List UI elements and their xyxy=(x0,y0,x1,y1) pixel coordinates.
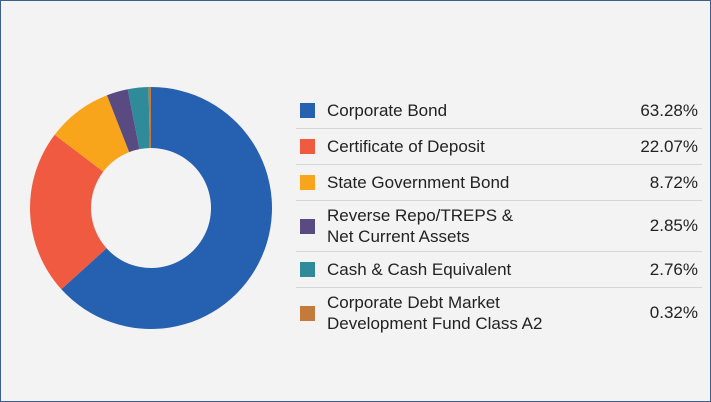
donut-slice xyxy=(106,89,140,153)
legend-label: Corporate Debt Market Development Fund C… xyxy=(327,293,543,333)
legend-swatch xyxy=(300,218,315,234)
donut-slice xyxy=(127,87,150,150)
legend-label: Reverse Repo/TREPS & Net Current Assets xyxy=(327,206,514,246)
legend: Corporate Bond 63.28% Certificate of Depos… xyxy=(296,93,702,338)
legend-label: Cash & Cash Equivalent xyxy=(327,260,512,279)
legend-value: 63.28% xyxy=(640,100,698,120)
legend-swatch xyxy=(300,305,315,321)
donut-slice xyxy=(148,87,151,149)
legend-value: 2.76% xyxy=(649,259,698,279)
legend-swatch xyxy=(300,262,315,277)
legend-swatch xyxy=(300,139,315,154)
legend-value: 8.72% xyxy=(649,172,698,192)
legend-value: 22.07% xyxy=(640,136,698,156)
legend-row: Corporate Debt Market Development Fund C… xyxy=(296,288,702,338)
legend-row: Certificate of Deposit 22.07% xyxy=(296,129,702,165)
legend-row: State Government Bond 8.72% xyxy=(296,165,702,201)
legend-swatch xyxy=(300,175,315,190)
donut-chart xyxy=(29,87,273,330)
legend-value: 2.85% xyxy=(649,216,698,235)
legend-row: Cash & Cash Equivalent 2.76% xyxy=(296,252,702,288)
legend-label: State Government Bond xyxy=(327,173,510,192)
legend-swatch xyxy=(300,103,315,118)
legend-row: Corporate Bond 63.28% xyxy=(296,93,702,129)
donut-slice xyxy=(54,95,130,172)
legend-label: Certificate of Deposit xyxy=(327,137,485,156)
legend-row: Reverse Repo/TREPS & Net Current Assets 2… xyxy=(296,201,702,252)
legend-value: 0.32% xyxy=(649,303,698,322)
donut-slice xyxy=(61,87,273,330)
legend-label: Corporate Bond xyxy=(327,101,448,120)
donut-slice xyxy=(29,134,107,290)
